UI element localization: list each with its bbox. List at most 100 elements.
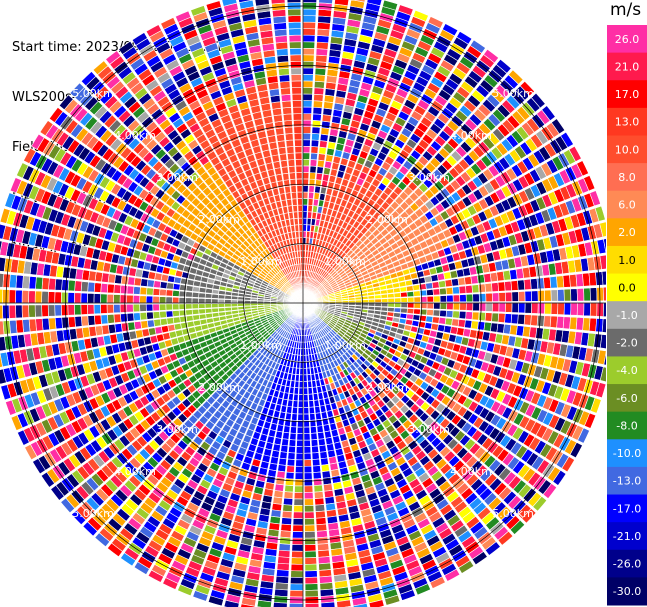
ppi-gate: [61, 279, 70, 292]
ppi-gate: [303, 394, 309, 402]
ppi-gate: [511, 302, 519, 314]
ppi-gate: [304, 518, 315, 526]
ppi-gate: [217, 307, 226, 313]
ppi-gate: [397, 4, 414, 16]
ppi-gate: [387, 302, 395, 308]
ppi-gate: [106, 283, 115, 294]
ppi-gate: [311, 452, 320, 460]
ppi-gate: [432, 309, 441, 317]
ppi-gate: [317, 15, 332, 24]
ppi-gate: [286, 458, 296, 467]
ppi-gate: [302, 152, 311, 160]
ppi-gate: [413, 296, 421, 303]
ppi-gate: [285, 471, 295, 480]
ppi-gate: [412, 284, 421, 291]
ppi-gate: [217, 294, 226, 300]
ppi-gate: [303, 426, 311, 434]
ppi-gate: [354, 302, 363, 306]
ppi-gate: [303, 400, 309, 408]
ppi-gate: [250, 305, 258, 309]
ppi-gate: [319, 140, 328, 149]
ppi-gate: [119, 284, 128, 295]
ppi-gate: [93, 293, 101, 304]
ppi-gate: [594, 205, 606, 222]
ppi-gate: [281, 510, 293, 519]
ppi-gate: [93, 304, 102, 315]
ppi-gate: [300, 354, 304, 363]
ppi-gate: [491, 312, 500, 323]
ppi-gate: [583, 302, 591, 317]
ppi-gate: [314, 74, 326, 83]
ppi-gate: [41, 277, 50, 290]
ppi-gate: [313, 80, 325, 89]
ppi-gate: [230, 303, 239, 308]
ppi-gate: [192, 280, 201, 287]
ppi-gate: [306, 224, 311, 232]
ppi-gate: [523, 278, 532, 291]
ppi-gate: [28, 275, 37, 290]
ppi-gate: [288, 393, 294, 401]
ppi-gate: [472, 302, 480, 312]
ppi-gate: [498, 302, 506, 313]
ppi-gate: [299, 367, 304, 376]
ppi-gate: [439, 295, 448, 303]
ppi-gate: [74, 292, 82, 304]
ppi-gate: [303, 407, 310, 415]
ppi-gate: [313, 484, 324, 493]
ppi-gate: [404, 279, 413, 287]
ppi-gate: [511, 291, 519, 302]
ppi-gate: [291, 406, 298, 415]
ppi-gate: [459, 294, 467, 303]
ppi-gate: [302, 47, 315, 56]
ppi-gate: [250, 303, 258, 307]
ppi-gate: [406, 313, 414, 320]
ppi-gate: [140, 320, 149, 329]
ppi-gate: [113, 313, 122, 324]
ppi-gate: [272, 601, 288, 607]
ppi-gate: [351, 0, 366, 3]
ppi-gate: [304, 576, 319, 585]
ppi-gate: [292, 511, 304, 519]
ppi-gate: [518, 291, 526, 302]
ppi-gate: [439, 287, 447, 296]
ppi-gate: [478, 311, 487, 322]
ppi-gate: [413, 302, 421, 309]
ppi-gate: [302, 100, 313, 108]
ppi-gate: [198, 287, 207, 294]
ppi-gate: [541, 105, 556, 122]
ppi-gate: [310, 432, 318, 441]
ppi-gate: [385, 315, 394, 322]
ppi-gate: [302, 132, 311, 141]
ppi-gate: [198, 308, 206, 315]
ppi-gate: [296, 433, 304, 441]
ppi-gate: [310, 426, 317, 434]
ppi-gate: [224, 290, 233, 296]
ppi-gate: [354, 299, 363, 303]
ppi-gate: [41, 317, 50, 331]
ppi-gate: [405, 285, 414, 292]
ppi-gate: [603, 351, 606, 366]
ppi-gate: [302, 230, 307, 239]
ppi-gate: [313, 192, 320, 200]
ppi-gate: [316, 166, 324, 175]
ppi-gate: [569, 442, 583, 459]
ppi-gate: [284, 478, 295, 487]
ppi-gate: [426, 289, 434, 296]
ppi-gate: [146, 279, 155, 288]
ppi-gate: [318, 562, 332, 571]
ppi-gate: [550, 302, 559, 315]
ppi-gate: [308, 400, 315, 408]
ppi-gate: [303, 413, 310, 421]
ppi-gate: [0, 304, 4, 320]
ppi-gate: [309, 159, 318, 167]
ppi-gate: [590, 397, 602, 414]
ppi-gate: [302, 328, 306, 336]
ppi-gate: [393, 287, 401, 294]
ppi-gate: [303, 380, 308, 389]
ppi-gate: [315, 523, 328, 532]
ppi-gate: [318, 398, 326, 407]
ppi-gate: [306, 374, 312, 382]
ppi-gate: [292, 531, 304, 539]
ppi-gate: [192, 314, 201, 321]
ppi-gate: [172, 316, 181, 324]
